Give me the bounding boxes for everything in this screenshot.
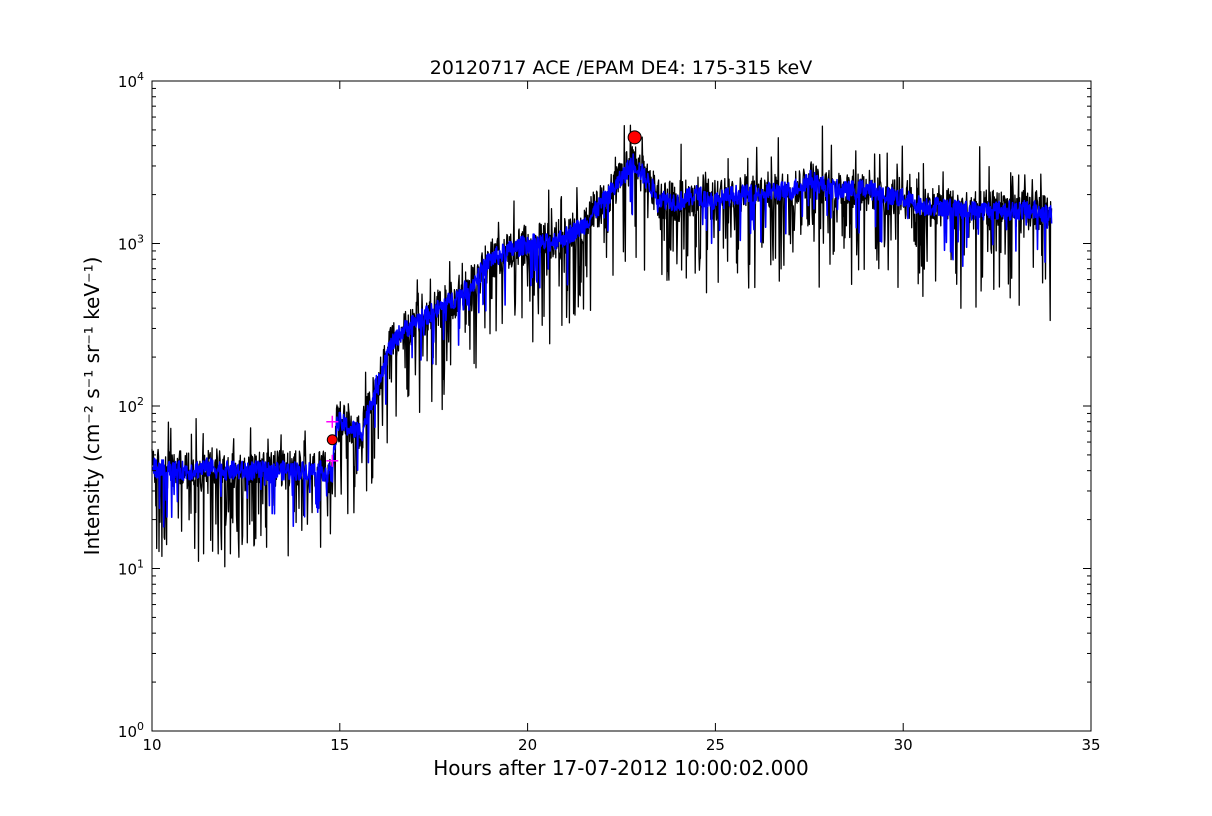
x-tick-label: 25 [706, 736, 725, 754]
y-tick-label: 102 [118, 395, 144, 416]
y-tick-label: 101 [118, 558, 144, 579]
series-line-raw [152, 125, 1052, 566]
x-tick-label: 15 [330, 736, 349, 754]
onset-marker [327, 435, 337, 445]
peak-marker [628, 131, 641, 144]
x-tick-label: 10 [142, 736, 161, 754]
x-tick-label: 20 [518, 736, 537, 754]
x-axis-label: Hours after 17-07-2012 10:00:02.000 [433, 756, 809, 780]
x-tick-label: 30 [894, 736, 913, 754]
chart-title: 20120717 ACE /EPAM DE4: 175-315 keV [430, 57, 812, 79]
y-axis-label: Intensity (cm⁻² s⁻¹ sr⁻¹ keV⁻¹) [80, 257, 104, 556]
tick-layer: 10 15 20 25 30 35 100 101 102 103 104 [118, 70, 1101, 754]
x-tick-label: 35 [1081, 736, 1100, 754]
y-tick-label: 103 [118, 233, 144, 254]
plot-layer [152, 125, 1052, 566]
y-tick-label: 100 [118, 720, 144, 741]
y-tick-label: 104 [118, 70, 144, 91]
